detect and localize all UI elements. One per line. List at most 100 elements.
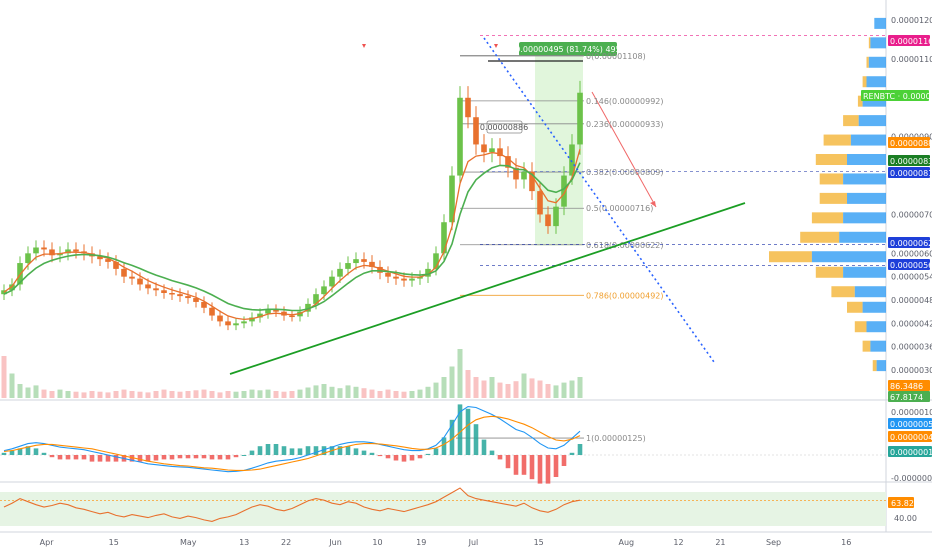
volume-bar <box>345 385 351 398</box>
macd-histogram-bar <box>297 448 303 455</box>
candle-body <box>169 293 175 295</box>
vp-bar-up <box>862 95 886 107</box>
volume-bar <box>321 384 327 398</box>
macd-histogram-bar <box>537 455 543 484</box>
candle-body <box>177 294 183 297</box>
volume-bar <box>481 380 487 398</box>
volume-bar <box>169 391 175 398</box>
macd-histogram-bar <box>217 455 223 460</box>
macd-panel <box>0 404 886 484</box>
candle-body <box>473 117 479 145</box>
macd-histogram-bar <box>337 446 343 455</box>
macd-histogram-bar <box>145 455 151 462</box>
date-label: May <box>180 538 197 547</box>
candle-body <box>241 321 247 324</box>
vp-bar-up <box>870 340 886 352</box>
candle-body <box>129 276 135 279</box>
candle-body <box>513 167 519 180</box>
macd-line <box>3 406 581 473</box>
candle-body <box>1 290 7 295</box>
volume-bar <box>33 385 39 398</box>
volume-bar <box>497 382 503 398</box>
fib-label: 1(0.00000125) <box>586 434 646 443</box>
vp-bar-down <box>800 231 840 243</box>
candle-body <box>113 261 119 269</box>
volume-bar <box>105 392 111 398</box>
candle-body <box>433 253 439 269</box>
candle-body <box>193 298 199 302</box>
macd-histogram-bar <box>201 455 207 459</box>
candle-body <box>481 144 487 153</box>
candle-body <box>249 317 255 322</box>
macd-histogram-bar <box>393 455 399 461</box>
volume-bar <box>577 377 583 398</box>
candle-body <box>49 249 55 256</box>
macd-histogram-bar <box>409 455 415 461</box>
macd-histogram-bar <box>209 455 215 460</box>
date-label: 15 <box>534 538 544 547</box>
volume-bar <box>369 389 375 398</box>
macd-histogram-bar <box>153 455 159 461</box>
macd-histogram-bar <box>457 404 463 455</box>
vp-bar-down <box>811 212 844 224</box>
macd-histogram-bar <box>281 446 287 455</box>
candle-body <box>457 97 463 176</box>
vp-bar-down <box>854 321 867 333</box>
candle-body <box>217 315 223 322</box>
candle-body <box>537 191 543 215</box>
date-label: 13 <box>239 538 249 547</box>
macd-histogram-bar <box>481 439 487 455</box>
macd-histogram-bar <box>489 450 495 455</box>
candle-body <box>329 276 335 287</box>
vp-bar-down <box>769 251 812 263</box>
macd-histogram-bar <box>473 424 479 455</box>
candle-body <box>369 261 375 267</box>
volume-bar <box>145 392 151 398</box>
volume-bar <box>265 389 271 398</box>
volume-bar <box>273 391 279 398</box>
candle-body <box>489 148 495 153</box>
candle-body <box>145 284 151 289</box>
fib-label: 0.382(0.00000809) <box>586 168 664 177</box>
candle-body <box>265 309 271 314</box>
volume-bar <box>409 391 415 398</box>
vp-bar-up <box>862 301 886 313</box>
macd-histogram-bar <box>89 455 95 462</box>
date-label: Sep <box>766 538 781 547</box>
date-label: Jun <box>328 538 342 547</box>
vp-bar-down <box>823 134 851 146</box>
volume-bar <box>465 370 471 398</box>
volume-bar <box>441 377 447 398</box>
volume-bar <box>193 390 199 398</box>
candle-body <box>289 315 295 318</box>
volume-bar <box>281 391 287 398</box>
macd-histogram-bar <box>433 448 439 455</box>
candle-body <box>361 259 367 262</box>
candle-body <box>9 284 15 291</box>
price-tag-label: 0.00000838 <box>890 157 932 166</box>
date-label: Apr <box>40 538 55 547</box>
volume-bar <box>177 391 183 398</box>
candle-body <box>393 276 399 279</box>
volume-bar <box>529 378 535 398</box>
candle-body <box>385 272 391 277</box>
macd-histogram-bar <box>305 446 311 455</box>
candle-body <box>209 307 215 316</box>
volume-bar <box>449 366 455 398</box>
candle-body <box>273 309 279 312</box>
volume-bar <box>89 391 95 398</box>
volume-bar <box>9 373 15 398</box>
macd-histogram-bar <box>225 455 231 460</box>
volume-bar <box>553 385 559 398</box>
volume-bar <box>113 391 119 398</box>
macd-histogram-bar <box>129 455 135 462</box>
volume-bar <box>201 389 207 398</box>
price-axis: 0.000012000.000011000.000009000.00000700… <box>861 16 932 523</box>
vp-bar-down <box>843 115 859 127</box>
